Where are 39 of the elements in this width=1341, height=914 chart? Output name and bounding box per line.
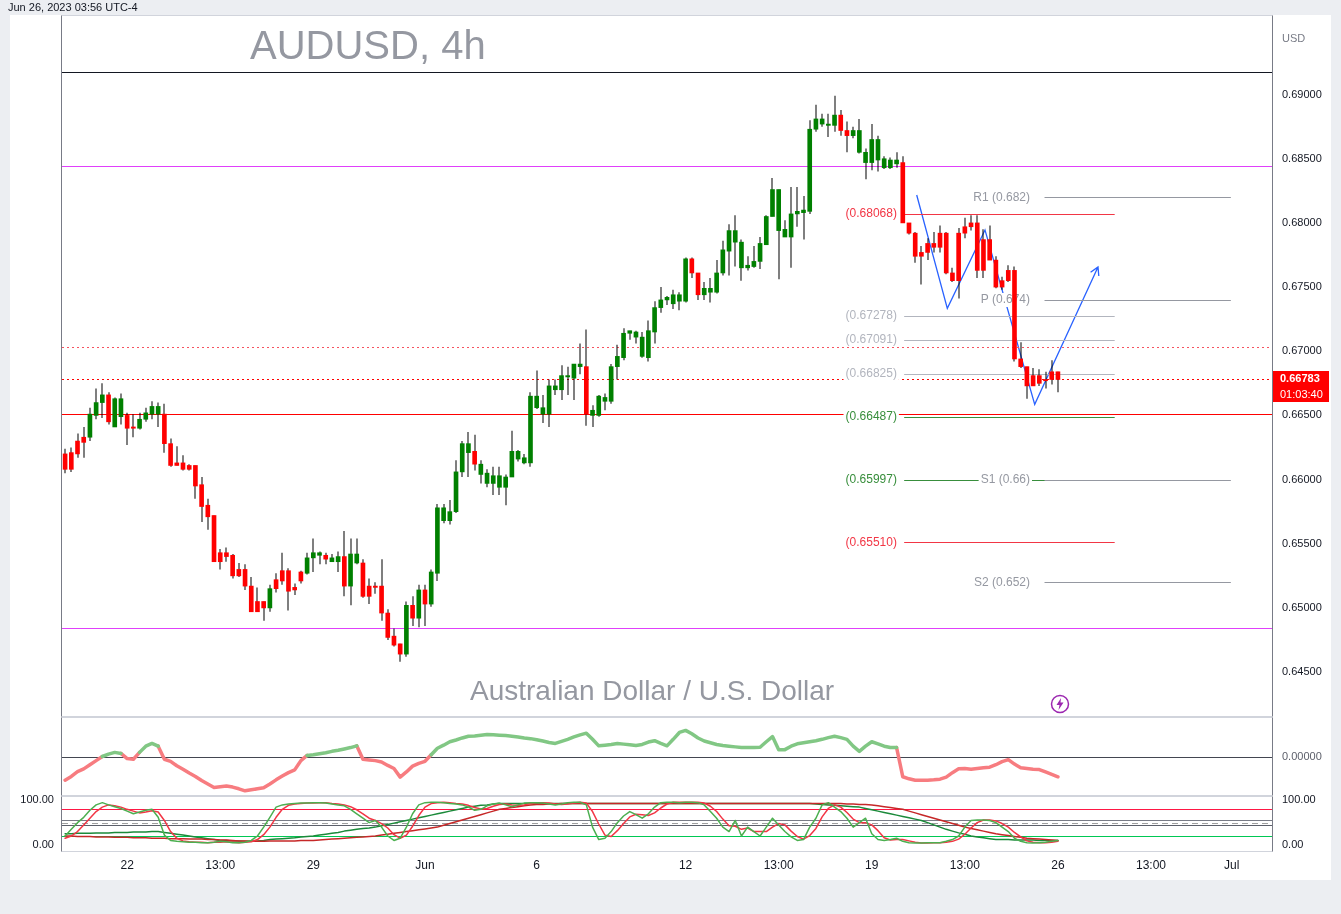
x-tick-label: 29	[306, 857, 321, 872]
y-tick-label: 0.67000	[1282, 344, 1322, 357]
x-tick-label: 19	[865, 857, 879, 872]
x-tick-label: 6	[533, 857, 541, 872]
x-tick-label: 12	[678, 857, 693, 872]
ref-line-label: (0.65510)	[845, 534, 897, 549]
ref-line-label: (0.66487)	[845, 409, 897, 424]
ref-line-label: (0.65997)	[845, 472, 897, 487]
y-tick-label: 0.66000	[1282, 472, 1322, 485]
y-tick-label: 0.67500	[1282, 280, 1322, 293]
x-tick-label: 26	[1051, 857, 1065, 872]
text: Australian Dollar / U.S. Dollar	[470, 675, 835, 706]
y-tick-label: 0.66500	[1282, 408, 1322, 421]
y-tick-label: 0.65000	[1282, 600, 1322, 613]
ref-line-label: 0.00000	[1282, 749, 1322, 762]
ref-line-label: (0.68068)	[845, 206, 897, 221]
ref-line-label: 0.66783	[1280, 372, 1320, 385]
text: Jun 26, 2023 03:56 UTC-4	[8, 1, 138, 14]
ref-line-label: S1 (0.66)	[980, 471, 1030, 486]
x-tick-label: Jul	[1223, 857, 1240, 872]
y-tick-label: 0.64500	[1282, 665, 1322, 678]
x-tick-label: Jun	[415, 857, 435, 872]
ref-line-label: R1 (0.682)	[973, 189, 1030, 204]
y-tick-label: 0.68000	[1282, 215, 1322, 228]
y-tick-label: 0.65500	[1282, 536, 1322, 549]
x-tick-label: 13:00	[763, 857, 795, 872]
text: 01:03:40	[1280, 387, 1323, 400]
x-tick-label: 13:00	[949, 857, 981, 872]
x-tick-label: 13:00	[1135, 857, 1167, 872]
ref-line-label: (0.66825)	[845, 366, 897, 381]
ref-line-label: (0.67278)	[845, 307, 897, 322]
x-tick-label: 22	[120, 857, 135, 872]
y-tick-label: 0.68500	[1282, 151, 1322, 164]
ref-line-label: S2 (0.652)	[973, 574, 1030, 589]
y-axis-title: USD	[1282, 32, 1306, 45]
y-tick-label: 0.69000	[1282, 87, 1322, 100]
x-tick-label: 13:00	[205, 857, 236, 872]
chart-title: AUDUSD, 4h	[250, 23, 486, 67]
ref-line-label: (0.67091)	[845, 331, 897, 346]
